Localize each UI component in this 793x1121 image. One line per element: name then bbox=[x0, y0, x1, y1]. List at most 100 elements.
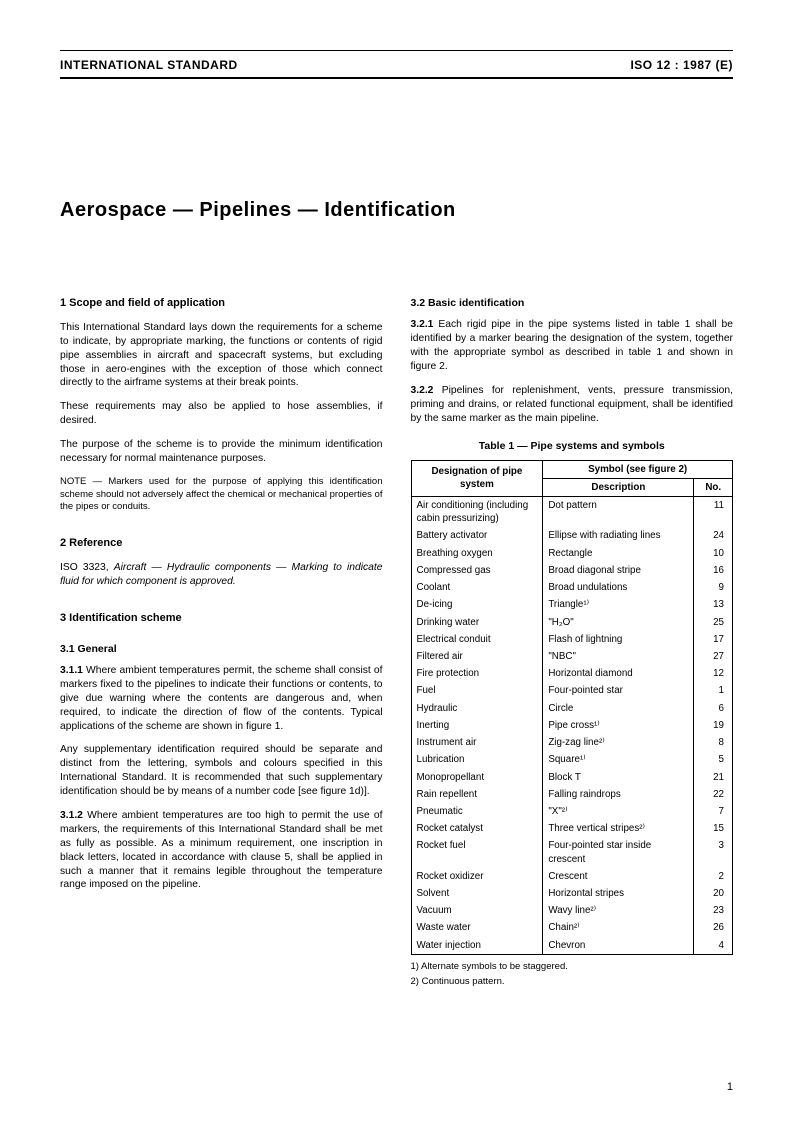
table-1-caption: Table 1 — Pipe systems and symbols bbox=[411, 439, 734, 453]
top-rule bbox=[60, 50, 733, 51]
cell-designation: Vacuum bbox=[411, 902, 543, 919]
cell-no: 5 bbox=[694, 751, 733, 768]
table-row: Compressed gasBroad diagonal stripe16 bbox=[411, 562, 733, 579]
document-title: Aerospace — Pipelines — Identification bbox=[60, 199, 733, 222]
cell-no: 20 bbox=[694, 885, 733, 902]
cell-designation: Solvent bbox=[411, 885, 543, 902]
cell-description: Dot pattern bbox=[543, 497, 694, 528]
table-row: InertingPipe cross¹⁾19 bbox=[411, 717, 733, 734]
cell-description: Broad undulations bbox=[543, 579, 694, 596]
cell-designation: Hydraulic bbox=[411, 700, 543, 717]
th-description: Description bbox=[543, 478, 694, 496]
cell-no: 26 bbox=[694, 919, 733, 936]
content-columns: 1 Scope and field of application This In… bbox=[60, 282, 733, 991]
table-row: Air conditioning (including cabin pressu… bbox=[411, 497, 733, 528]
cell-description: Three vertical stripes²⁾ bbox=[543, 820, 694, 837]
table-row: Rocket fuelFour-pointed star inside cres… bbox=[411, 837, 733, 867]
cell-no: 9 bbox=[694, 579, 733, 596]
cell-no: 13 bbox=[694, 596, 733, 613]
cell-no: 1 bbox=[694, 682, 733, 699]
page-number: 1 bbox=[727, 1081, 733, 1093]
cell-description: Circle bbox=[543, 700, 694, 717]
section-3-1-2: 3.1.2 Where ambient temperatures are too… bbox=[60, 809, 383, 892]
cell-no: 23 bbox=[694, 902, 733, 919]
cell-designation: Waste water bbox=[411, 919, 543, 936]
section-3-1-heading: 3.1 General bbox=[60, 642, 383, 656]
cell-no: 25 bbox=[694, 614, 733, 631]
cell-no: 4 bbox=[694, 937, 733, 955]
cell-designation: Lubrication bbox=[411, 751, 543, 768]
cell-designation: Filtered air bbox=[411, 648, 543, 665]
cell-description: Broad diagonal stripe bbox=[543, 562, 694, 579]
table-row: Waste waterChain²⁾26 bbox=[411, 919, 733, 936]
cell-designation: Monopropellant bbox=[411, 769, 543, 786]
cell-designation: Pneumatic bbox=[411, 803, 543, 820]
section-3-1-1b: Any supplementary identification require… bbox=[60, 743, 383, 799]
table-row: VacuumWavy line²⁾23 bbox=[411, 902, 733, 919]
table-row: Filtered air"NBC"27 bbox=[411, 648, 733, 665]
section-3-2-2: 3.2.2 Pipelines for replenishment, vents… bbox=[411, 384, 734, 426]
section-3-heading: 3 Identification scheme bbox=[60, 611, 383, 626]
cell-description: Four-pointed star bbox=[543, 682, 694, 699]
cell-no: 27 bbox=[694, 648, 733, 665]
cell-no: 24 bbox=[694, 527, 733, 544]
table-row: Instrument airZig-zag line²⁾8 bbox=[411, 734, 733, 751]
table-row: Electrical conduitFlash of lightning17 bbox=[411, 631, 733, 648]
cell-description: "NBC" bbox=[543, 648, 694, 665]
table-row: Drinking water"H₂O"25 bbox=[411, 614, 733, 631]
cell-description: Triangle¹⁾ bbox=[543, 596, 694, 613]
section-1-heading: 1 Scope and field of application bbox=[60, 296, 383, 311]
cell-description: Square¹⁾ bbox=[543, 751, 694, 768]
cell-no: 22 bbox=[694, 786, 733, 803]
cell-no: 10 bbox=[694, 545, 733, 562]
cell-no: 21 bbox=[694, 769, 733, 786]
right-column: 3.2 Basic identification 3.2.1 Each rigi… bbox=[411, 282, 734, 991]
section-1-p1: This International Standard lays down th… bbox=[60, 321, 383, 390]
cell-description: Flash of lightning bbox=[543, 631, 694, 648]
cell-designation: Electrical conduit bbox=[411, 631, 543, 648]
header-left: INTERNATIONAL STANDARD bbox=[60, 58, 238, 72]
cell-designation: Drinking water bbox=[411, 614, 543, 631]
cell-description: Horizontal stripes bbox=[543, 885, 694, 902]
cell-no: 6 bbox=[694, 700, 733, 717]
cell-no: 12 bbox=[694, 665, 733, 682]
table-row: Water injectionChevron4 bbox=[411, 937, 733, 955]
cell-no: 3 bbox=[694, 837, 733, 867]
table-row: Rocket oxidizerCrescent2 bbox=[411, 868, 733, 885]
page: INTERNATIONAL STANDARD ISO 12 : 1987 (E)… bbox=[0, 0, 793, 1121]
cell-designation: Air conditioning (including cabin pressu… bbox=[411, 497, 543, 528]
table-1-footnotes: 1) Alternate symbols to be staggered. 2)… bbox=[411, 961, 734, 989]
th-designation: Designation of pipe system bbox=[411, 460, 543, 496]
cell-no: 17 bbox=[694, 631, 733, 648]
cell-designation: Breathing oxygen bbox=[411, 545, 543, 562]
cell-designation: Fire protection bbox=[411, 665, 543, 682]
cell-description: Chain²⁾ bbox=[543, 919, 694, 936]
cell-description: Horizontal diamond bbox=[543, 665, 694, 682]
cell-description: Four-pointed star inside crescent bbox=[543, 837, 694, 867]
table-row: De-icingTriangle¹⁾13 bbox=[411, 596, 733, 613]
section-1-note: NOTE — Markers used for the purpose of a… bbox=[60, 476, 383, 514]
cell-no: 8 bbox=[694, 734, 733, 751]
cell-designation: Rocket catalyst bbox=[411, 820, 543, 837]
cell-designation: Rocket oxidizer bbox=[411, 868, 543, 885]
cell-designation: Instrument air bbox=[411, 734, 543, 751]
section-1-p3: The purpose of the scheme is to provide … bbox=[60, 438, 383, 466]
table-row: Rocket catalystThree vertical stripes²⁾1… bbox=[411, 820, 733, 837]
cell-description: Pipe cross¹⁾ bbox=[543, 717, 694, 734]
cell-designation: Fuel bbox=[411, 682, 543, 699]
header-underline bbox=[60, 77, 733, 79]
section-3-2-heading: 3.2 Basic identification bbox=[411, 296, 734, 310]
cell-description: "X"²⁾ bbox=[543, 803, 694, 820]
section-3-1-1: 3.1.1 Where ambient temperatures permit,… bbox=[60, 664, 383, 733]
cell-designation: Inerting bbox=[411, 717, 543, 734]
table-row: CoolantBroad undulations9 bbox=[411, 579, 733, 596]
footnote-1: 1) Alternate symbols to be staggered. bbox=[411, 961, 734, 974]
table-1-body: Air conditioning (including cabin pressu… bbox=[411, 497, 733, 955]
cell-description: Rectangle bbox=[543, 545, 694, 562]
th-symbol: Symbol (see figure 2) bbox=[543, 460, 733, 478]
th-no: No. bbox=[694, 478, 733, 496]
table-row: Pneumatic"X"²⁾7 bbox=[411, 803, 733, 820]
left-column: 1 Scope and field of application This In… bbox=[60, 282, 383, 991]
cell-description: Wavy line²⁾ bbox=[543, 902, 694, 919]
cell-description: Falling raindrops bbox=[543, 786, 694, 803]
